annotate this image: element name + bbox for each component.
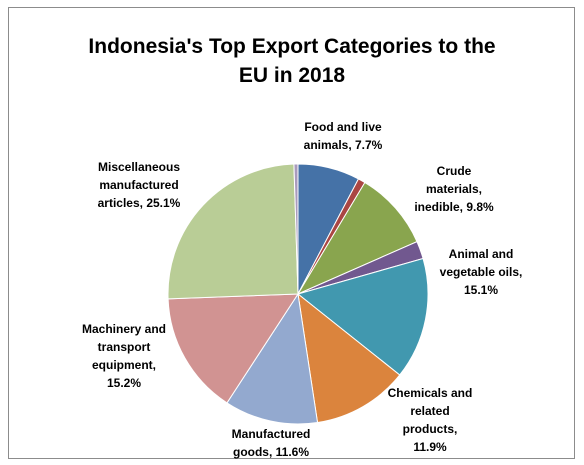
slice-label-2: Crude materials, inedible, 9.8% — [414, 164, 494, 214]
slice-label-5: Chemicals and related products, 11.9% — [388, 386, 473, 454]
slice-label-8: Miscellaneous manufactured articles, 25.1% — [98, 160, 181, 210]
slice-label-7: Machinery and transport equipment, 15.2% — [82, 322, 166, 390]
slice-label-5-line-2: products, — [403, 422, 458, 436]
slice-label-0-line-1: animals, 7.7% — [304, 138, 383, 152]
slice-label-7-line-0: Machinery and — [82, 322, 166, 336]
slice-label-2-line-0: Crude — [437, 164, 472, 178]
slice-label-4-line-0: Animal and — [449, 247, 514, 261]
chart-title: Indonesia's Top Export Categories to the… — [0, 32, 584, 90]
pie-slice-5 — [297, 292, 401, 424]
slice-label-5-line-1: related — [410, 404, 449, 418]
slice-label-8-line-0: Miscellaneous — [98, 160, 180, 174]
slice-label-4-line-2: 15.1% — [464, 283, 498, 297]
slice-label-6-line-0: Manufactured — [232, 427, 311, 441]
pie-slice-8 — [167, 163, 299, 300]
slice-label-6-line-1: goods, 11.6% — [233, 445, 309, 459]
slice-label-7-line-2: equipment, — [92, 358, 156, 372]
pie-slice-4 — [296, 257, 429, 376]
slice-label-2-line-2: inedible, 9.8% — [414, 200, 494, 214]
slice-label-2-line-1: materials, — [426, 182, 482, 196]
pie-slices — [167, 163, 429, 425]
slice-label-8-line-1: manufactured — [99, 178, 178, 192]
slice-label-0: Food and live animals, 7.7% — [304, 120, 383, 152]
pie-slice-9 — [293, 163, 299, 295]
slice-label-5-line-0: Chemicals and — [388, 386, 473, 400]
pie-labels: Food and live animals, 7.7% Crude materials… — [82, 120, 522, 459]
pie-slice-6 — [226, 292, 319, 425]
slice-label-7-line-1: transport — [98, 340, 151, 354]
pie-slice-2 — [296, 181, 418, 296]
slice-label-0-line-0: Food and live — [304, 120, 382, 134]
slice-label-4-line-1: vegetable oils, — [440, 265, 523, 279]
chart-title-line-2: EU in 2018 — [238, 64, 346, 87]
chart-title-line-1: Indonesia's Top Export Categories to the — [88, 35, 496, 58]
pie-slice-7 — [167, 293, 299, 404]
slice-label-6: Manufactured goods, 11.6% — [232, 427, 311, 459]
slice-label-5-line-3: 11.9% — [413, 440, 447, 454]
slice-label-8-line-2: articles, 25.1% — [98, 196, 181, 210]
slice-label-4: Animal and vegetable oils, 15.1% — [440, 247, 523, 297]
slice-label-7-line-3: 15.2% — [107, 376, 141, 390]
